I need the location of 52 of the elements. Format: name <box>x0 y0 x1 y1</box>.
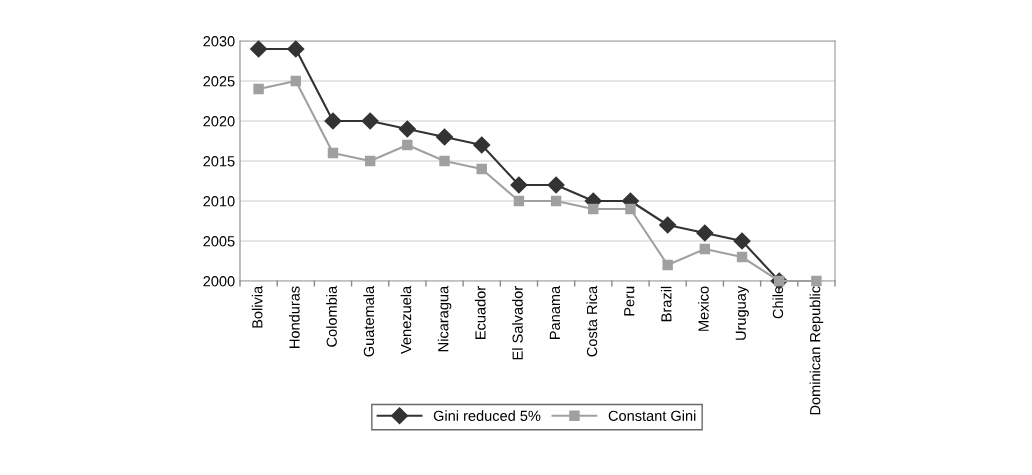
y-tick-label: 2020 <box>203 116 235 127</box>
x-tick-label: Honduras <box>288 286 300 348</box>
legend-label: Gini reduced 5% <box>433 410 541 421</box>
y-tick-label: 2000 <box>203 276 235 287</box>
x-tick-label: Venezuela <box>400 285 412 354</box>
x-tick-label: Uruguay <box>735 285 749 340</box>
point <box>402 139 413 151</box>
x-tick-label: Chile <box>772 286 784 319</box>
x-tick-label: Guatemala <box>363 285 375 357</box>
x-tick-label: Brazil <box>660 286 672 322</box>
point <box>287 40 305 58</box>
point <box>361 112 379 130</box>
point <box>699 243 711 255</box>
point <box>364 155 376 167</box>
x-tick-label: Panama <box>549 285 561 339</box>
x-tick-label: Colombia <box>326 285 337 347</box>
point <box>510 176 528 194</box>
point <box>733 232 751 250</box>
point <box>324 112 342 130</box>
point <box>811 275 822 287</box>
x-tick-label: Costa Rica <box>586 285 598 357</box>
y-tick-label: 2030 <box>203 36 235 47</box>
x-tick-label: Nicaragua <box>437 285 452 352</box>
point <box>250 40 268 58</box>
point <box>473 136 491 154</box>
point <box>435 128 454 146</box>
legend-label: Constant Gini <box>608 410 696 421</box>
x-tick-label: Peru <box>624 286 635 316</box>
point <box>398 120 416 138</box>
point <box>696 224 714 242</box>
point <box>476 163 487 175</box>
x-tick-label: El Salvador <box>512 286 523 360</box>
x-tick-label: Bolivia <box>251 285 263 328</box>
point <box>513 195 525 207</box>
point <box>736 251 748 263</box>
x-tick-label: Ecuador <box>474 286 486 339</box>
point <box>659 216 677 234</box>
point <box>550 195 562 207</box>
point <box>290 75 301 87</box>
point <box>662 259 673 271</box>
y-tick-label: 2005 <box>203 236 235 247</box>
y-tick-label: 2015 <box>203 156 235 167</box>
y-tick-label: 2010 <box>203 196 235 207</box>
x-tick-label: Mexico <box>698 286 709 331</box>
point <box>253 83 264 95</box>
point <box>327 147 339 159</box>
point <box>588 203 599 215</box>
x-tick-label: Dominican Republic <box>809 286 824 415</box>
y-tick-label: 2025 <box>203 76 235 87</box>
point <box>439 155 450 167</box>
point <box>547 176 565 194</box>
point <box>625 203 636 215</box>
